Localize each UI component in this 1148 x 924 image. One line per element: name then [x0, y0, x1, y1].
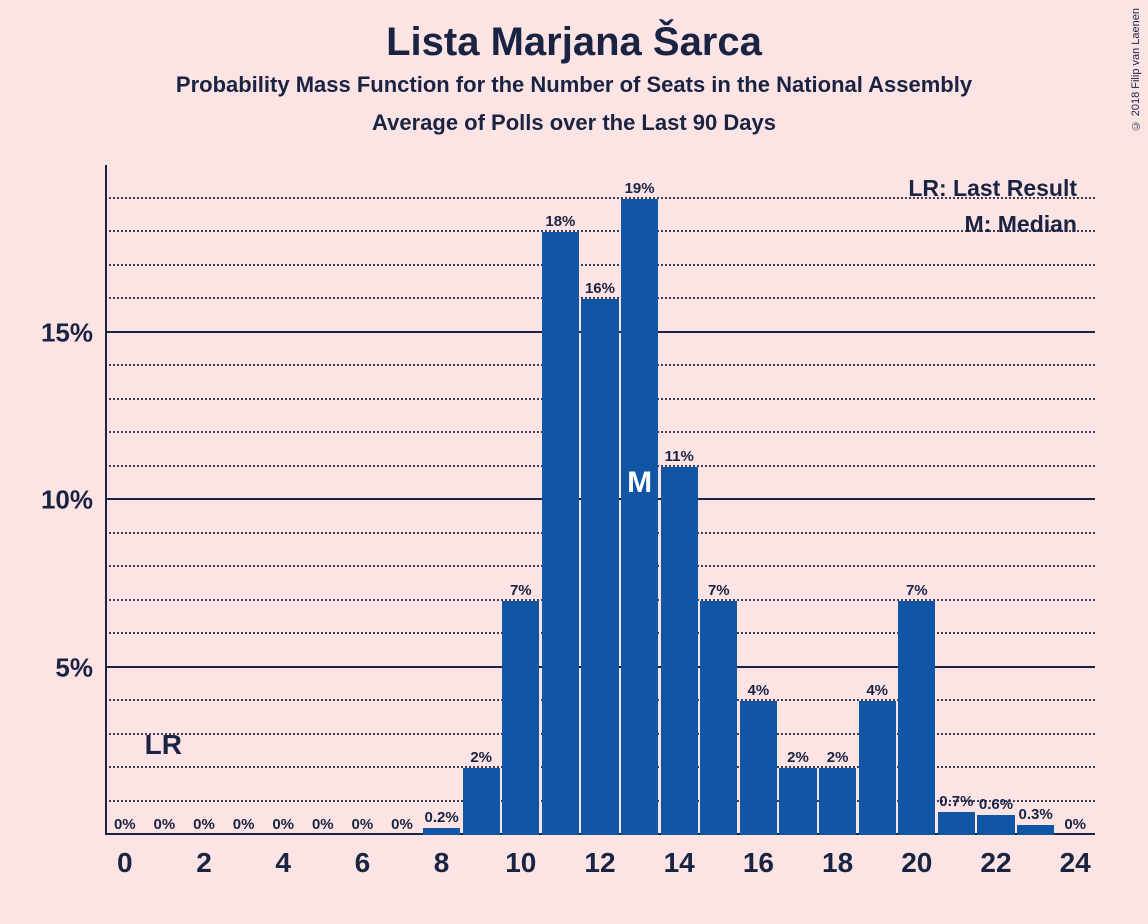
- bar: 2%: [819, 768, 856, 835]
- bar: 4%: [740, 701, 777, 835]
- bar: 19%: [621, 199, 658, 836]
- bar: 0.3%: [1017, 825, 1054, 835]
- bar: 11%: [661, 467, 698, 836]
- bar-value-label: 0%: [193, 816, 215, 835]
- bar: 4%: [859, 701, 896, 835]
- bar: 7%: [898, 601, 935, 836]
- legend-item: LR: Last Result: [908, 175, 1077, 202]
- bar-value-label: 11%: [665, 448, 694, 467]
- x-axis-tick-label: 18: [822, 835, 853, 879]
- bar: 0.2%: [423, 828, 460, 835]
- bar: 7%: [700, 601, 737, 836]
- x-axis-tick-label: 6: [355, 835, 371, 879]
- y-axis-tick-label: 10%: [41, 485, 105, 516]
- bar-value-label: 0%: [272, 816, 294, 835]
- annotation-last-result: LR: [145, 729, 182, 761]
- y-axis-tick-label: 5%: [55, 652, 105, 683]
- x-axis-tick-label: 4: [275, 835, 291, 879]
- bar-value-label: 0.3%: [1018, 806, 1052, 825]
- bar-value-label: 0%: [312, 816, 334, 835]
- bar-value-label: 0%: [114, 816, 136, 835]
- x-axis-tick-label: 10: [505, 835, 536, 879]
- bar-value-label: 0.6%: [979, 796, 1013, 815]
- x-axis-tick-label: 2: [196, 835, 212, 879]
- bar-value-label: 18%: [545, 213, 575, 232]
- bar-value-label: 7%: [510, 582, 532, 601]
- annotation-median: M: [627, 466, 652, 500]
- bar-value-label: 4%: [866, 682, 888, 701]
- legend-item: M: Median: [965, 211, 1077, 238]
- bar-value-label: 0%: [391, 816, 413, 835]
- x-axis-tick-label: 14: [664, 835, 695, 879]
- gridline: [105, 264, 1095, 266]
- bar-value-label: 0%: [233, 816, 255, 835]
- bar-value-label: 7%: [708, 582, 730, 601]
- x-axis-tick-label: 20: [901, 835, 932, 879]
- bar-value-label: 0.7%: [939, 793, 973, 812]
- x-axis-tick-label: 24: [1060, 835, 1091, 879]
- bar: 0.6%: [977, 815, 1014, 835]
- bar: 16%: [581, 299, 618, 835]
- bar-value-label: 0%: [154, 816, 176, 835]
- bar: 7%: [502, 601, 539, 836]
- x-axis-tick-label: 8: [434, 835, 450, 879]
- bar-value-label: 2%: [470, 749, 492, 768]
- copyright-text: © 2018 Filip van Laenen: [1130, 8, 1142, 131]
- chart-plot-area: 5%10%15%0246810121416182022240%0%0%0%0%0…: [105, 165, 1095, 835]
- bar-value-label: 0.2%: [424, 809, 458, 828]
- bar: 2%: [779, 768, 816, 835]
- x-axis-tick-label: 22: [980, 835, 1011, 879]
- bar-value-label: 19%: [625, 180, 655, 199]
- bar: 2%: [463, 768, 500, 835]
- x-axis-tick-label: 12: [584, 835, 615, 879]
- bar-value-label: 7%: [906, 582, 928, 601]
- y-axis-line: [105, 165, 107, 835]
- bar-value-label: 16%: [585, 280, 615, 299]
- x-axis-tick-label: 0: [117, 835, 133, 879]
- bar: 0.7%: [938, 812, 975, 835]
- chart-subtitle1: Probability Mass Function for the Number…: [0, 72, 1148, 98]
- chart-subtitle2: Average of Polls over the Last 90 Days: [0, 110, 1148, 136]
- chart-title: Lista Marjana Šarca: [0, 20, 1148, 65]
- bar-value-label: 0%: [1064, 816, 1086, 835]
- bar-value-label: 0%: [352, 816, 374, 835]
- gridline: [105, 230, 1095, 232]
- bar-value-label: 4%: [748, 682, 770, 701]
- bar-value-label: 2%: [787, 749, 809, 768]
- bar-value-label: 2%: [827, 749, 849, 768]
- bar: 18%: [542, 232, 579, 835]
- x-axis-tick-label: 16: [743, 835, 774, 879]
- y-axis-tick-label: 15%: [41, 317, 105, 348]
